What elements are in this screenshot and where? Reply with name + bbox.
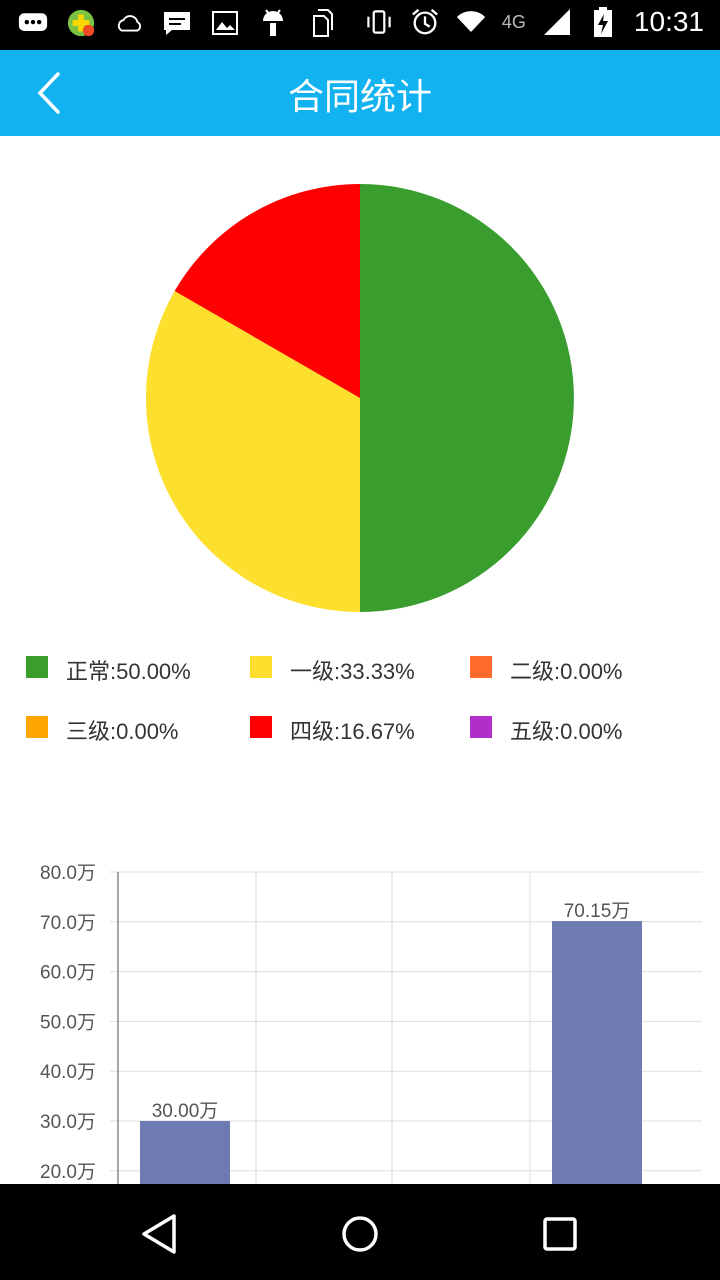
legend-swatch (470, 656, 492, 678)
legend-label: 正常:50.00% (66, 659, 191, 684)
bar-value-label: 30.00万 (152, 1101, 219, 1122)
bar-chart-svg: 80.0万 70.0万 60.0万 50.0万 40.0万 30.0万 20.0万 30.00… (40, 863, 702, 1184)
messages-icon (18, 8, 48, 38)
image-icon (210, 8, 240, 38)
network-type: 4G (501, 11, 526, 32)
pie-chart-svg (145, 184, 574, 612)
vibrate-icon (364, 7, 394, 37)
legend-swatch (250, 716, 272, 738)
bar-2 (552, 921, 642, 1184)
square-recents-icon (543, 1217, 577, 1251)
back-button[interactable] (30, 70, 70, 116)
y-tick-label: 20.0万 (40, 1162, 96, 1183)
status-bar: 4G 10:31 (0, 0, 720, 50)
chevron-left-icon (37, 72, 60, 114)
pie-slice-1 (145, 291, 360, 612)
bar-chart: 80.0万 70.0万 60.0万 50.0万 40.0万 30.0万 20.0万 30.00… (0, 850, 720, 1184)
app-bar: 合同统计 (0, 50, 720, 136)
legend-label: 三级:0.00% (66, 719, 179, 744)
legend-swatch (26, 716, 48, 738)
sim-icon (306, 8, 336, 38)
y-tick-label: 60.0万 (40, 963, 96, 984)
legend-label: 五级:0.00% (510, 719, 623, 744)
bar-0 (140, 1121, 230, 1184)
nav-home-button[interactable] (336, 1210, 384, 1258)
y-tick-label: 30.0万 (40, 1112, 96, 1133)
wifi-icon (456, 7, 486, 37)
legend-label: 一级:33.33% (290, 659, 415, 684)
pie-slice-0 (360, 184, 574, 612)
system-icons: 4G 10:31 (364, 6, 704, 38)
chat-icon (162, 8, 192, 38)
legend-swatch (250, 656, 272, 678)
clock: 10:31 (633, 6, 704, 37)
triangle-back-icon (142, 1214, 176, 1254)
legend-swatch (26, 656, 48, 678)
y-tick-label: 80.0万 (40, 863, 96, 884)
legend-swatch (470, 716, 492, 738)
circle-home-icon (342, 1216, 378, 1252)
signal-icon (542, 7, 572, 37)
notification-icons (18, 8, 336, 38)
page-title: 合同统计 (287, 77, 432, 118)
legend-label: 四级:16.67% (290, 719, 415, 744)
nav-back-button[interactable] (136, 1210, 184, 1258)
legend-label: 二级:0.00% (510, 659, 623, 684)
android-icon (258, 8, 288, 38)
weather-icon (114, 8, 144, 38)
pie-slice-4 (174, 184, 360, 398)
y-tick-label: 40.0万 (40, 1062, 96, 1083)
nav-recents-button[interactable] (536, 1210, 584, 1258)
y-tick-label: 70.0万 (40, 913, 96, 934)
navigation-bar (0, 1184, 720, 1280)
bar-value-label: 70.15万 (564, 901, 631, 922)
app-store-icon (66, 8, 96, 38)
pie-chart (0, 136, 720, 626)
y-tick-label: 50.0万 (40, 1012, 96, 1033)
battery-icon (588, 7, 618, 37)
alarm-icon (410, 7, 440, 37)
